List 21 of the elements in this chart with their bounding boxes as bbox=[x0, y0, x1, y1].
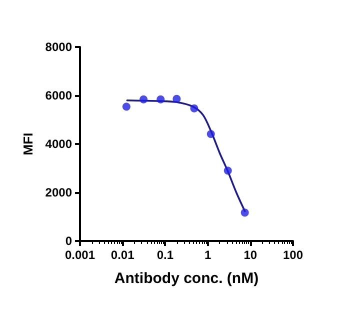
y-axis-title: MFI bbox=[20, 132, 36, 156]
point bbox=[190, 104, 198, 112]
x-tick-label: 1 bbox=[204, 248, 212, 262]
x-tick-label: 0.001 bbox=[64, 248, 96, 262]
y-tick-label: 4000 bbox=[45, 137, 72, 151]
point bbox=[172, 94, 181, 103]
y-tick-label: 2000 bbox=[45, 186, 72, 200]
point bbox=[224, 166, 232, 175]
point bbox=[206, 130, 215, 138]
x-tick-label: 10 bbox=[244, 248, 258, 262]
y-tick-label: 0 bbox=[65, 234, 72, 248]
point bbox=[122, 102, 130, 111]
y-tick-label: 8000 bbox=[45, 40, 72, 54]
point bbox=[140, 95, 148, 104]
x-tick-label: 0.01 bbox=[110, 248, 135, 262]
y-tick-label: 6000 bbox=[45, 88, 72, 102]
x-tick-label: 0.1 bbox=[156, 248, 174, 262]
x-tick-label: 100 bbox=[282, 248, 304, 262]
point bbox=[240, 208, 249, 217]
x-axis-title: Antibody conc. (nM) bbox=[114, 270, 259, 287]
point bbox=[156, 95, 165, 104]
